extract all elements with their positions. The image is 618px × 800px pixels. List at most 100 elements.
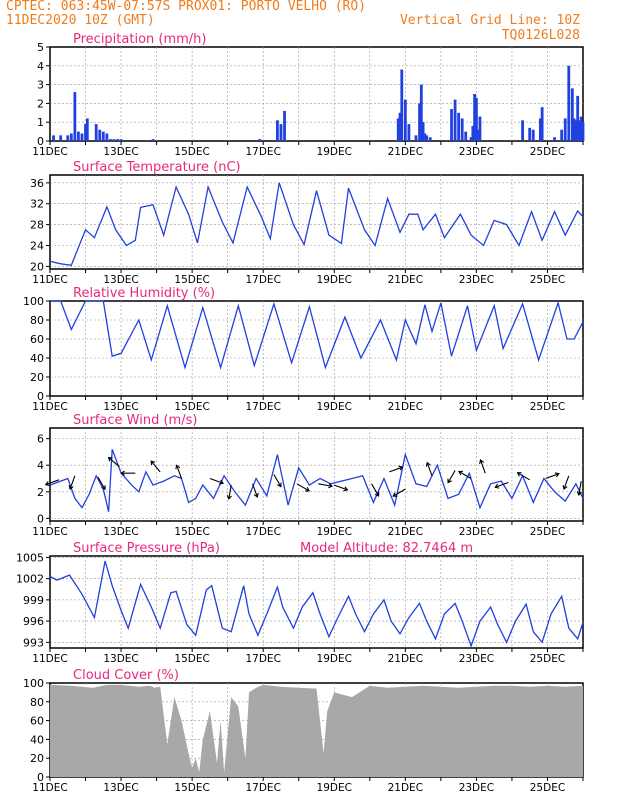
- temp-xtick-label: 11DEC: [32, 274, 67, 286]
- header-station: CPTEC: 063:45W-07:57S PROX01: PORTO VELH…: [6, 0, 367, 14]
- temp-title: Surface Temperature (nC): [73, 160, 241, 175]
- wind-arrow-head: [120, 470, 125, 476]
- precip-ytick-label: 1: [37, 116, 44, 129]
- wind-arrow: [447, 470, 456, 483]
- wind-arrow: [318, 483, 333, 487]
- cloud-ytick-label: 100: [23, 677, 44, 690]
- precip-xtick-label: 21DEC: [388, 146, 423, 158]
- wind-ytick-label: 0: [37, 512, 44, 525]
- precip-bar: [77, 131, 80, 141]
- wind-arrow: [176, 465, 182, 479]
- wind-arrow-head: [305, 487, 310, 492]
- precip-ytick-label: 4: [37, 60, 44, 73]
- precip-bar: [398, 112, 402, 141]
- precip-bar: [423, 133, 427, 141]
- precip-bar: [473, 94, 477, 141]
- precip-bar: [453, 99, 457, 141]
- wind-arrow: [296, 483, 310, 492]
- cloud-ytick-label: 60: [30, 715, 44, 728]
- header-grid-line: Vertical Grid Line: 10Z: [399, 13, 580, 28]
- precip-bar: [570, 88, 574, 141]
- precip-bar: [59, 135, 63, 141]
- precip-bar: [85, 118, 89, 141]
- wind-arrow-head: [150, 460, 156, 466]
- wind-arrow-head: [576, 491, 582, 496]
- header-model: TQ0126L028: [501, 28, 580, 43]
- precip-bar: [109, 139, 112, 141]
- precip-bar: [112, 139, 116, 141]
- rh-frame: [49, 300, 584, 397]
- precip-bar: [475, 97, 478, 141]
- precip-bar: [407, 124, 411, 141]
- wind-arrow: [426, 462, 433, 477]
- wind-arrow-head: [277, 482, 282, 488]
- precip-bar: [101, 131, 105, 141]
- rh-title: Relative Humidity (%): [73, 286, 215, 301]
- precip-bar: [464, 131, 468, 141]
- precip-bar: [400, 69, 404, 141]
- precip-bar: [116, 139, 119, 141]
- precip-bar: [581, 122, 585, 141]
- precip-frame: [49, 46, 584, 142]
- press-ytick-label: 996: [23, 615, 44, 628]
- precip-bar: [283, 110, 286, 141]
- wind-arrow-head: [253, 492, 259, 498]
- wind-arrow: [334, 484, 348, 491]
- temp-frame: [49, 174, 584, 270]
- press-line: [49, 560, 584, 648]
- rh-ytick-label: 20: [30, 371, 44, 384]
- cloud-ytick-label: 20: [30, 752, 44, 765]
- temp-ytick-label: 28: [30, 219, 44, 232]
- wind-arrow: [45, 479, 60, 486]
- rh-xtick-label: 19DEC: [317, 401, 352, 413]
- wind-xtick-label: 13DEC: [103, 526, 138, 538]
- rh-ytick-label: 40: [30, 352, 44, 365]
- wind-ytick-label: 2: [37, 486, 44, 499]
- precip-bar: [98, 129, 102, 141]
- precip-bar: [73, 92, 77, 141]
- wind-ytick-label: 4: [37, 459, 44, 472]
- precip-bar: [469, 137, 473, 141]
- precip-bar: [563, 118, 567, 141]
- temp-ytick-label: 36: [30, 177, 44, 190]
- precip-bar: [538, 118, 542, 141]
- wind-arrow-head: [328, 483, 334, 489]
- wind-frame: [49, 427, 584, 522]
- press-xtick-label: 17DEC: [245, 653, 280, 665]
- precip-bar: [560, 129, 564, 141]
- wind-arrow: [458, 471, 472, 479]
- press-xtick-label: 11DEC: [32, 653, 67, 665]
- precip-bar: [94, 124, 98, 141]
- wind-ytick-label: 6: [37, 433, 44, 446]
- press-ytick-label: 1005: [16, 551, 44, 564]
- cloud-xtick-label: 11DEC: [32, 782, 67, 794]
- press-ytick-label: 999: [23, 594, 44, 607]
- rh-line: [50, 300, 584, 370]
- precip-bar: [66, 135, 70, 141]
- press-ytick-label: 1002: [16, 573, 44, 586]
- precip-bar: [403, 99, 407, 141]
- wind-arrow-head: [494, 483, 500, 489]
- wind-arrow-head: [175, 464, 181, 470]
- precip-bar: [579, 116, 583, 141]
- precip-bar: [105, 133, 109, 141]
- cloud-area: [50, 684, 583, 777]
- precip-bar: [396, 118, 400, 141]
- wind-xtick-label: 11DEC: [32, 526, 67, 538]
- rh-ytick-label: 80: [30, 314, 44, 327]
- wind-arrow: [273, 474, 282, 487]
- temp-xtick-label: 23DEC: [459, 274, 494, 286]
- press-xtick-label: 23DEC: [459, 653, 494, 665]
- temp-xtick-label: 25DEC: [530, 274, 565, 286]
- rh-ytick-label: 0: [37, 390, 44, 403]
- temp-ytick-label: 32: [30, 198, 44, 211]
- wind-arrow: [97, 476, 106, 490]
- cloud-xtick-label: 19DEC: [317, 782, 352, 794]
- wind-arrow: [150, 460, 161, 473]
- precip-bar: [119, 139, 123, 141]
- wind-arrow-head: [425, 461, 431, 467]
- cloud-xtick-label: 17DEC: [245, 782, 280, 794]
- temp-xtick-label: 13DEC: [103, 274, 138, 286]
- wind-arrow-head: [479, 459, 484, 465]
- wind-arrow: [517, 472, 530, 481]
